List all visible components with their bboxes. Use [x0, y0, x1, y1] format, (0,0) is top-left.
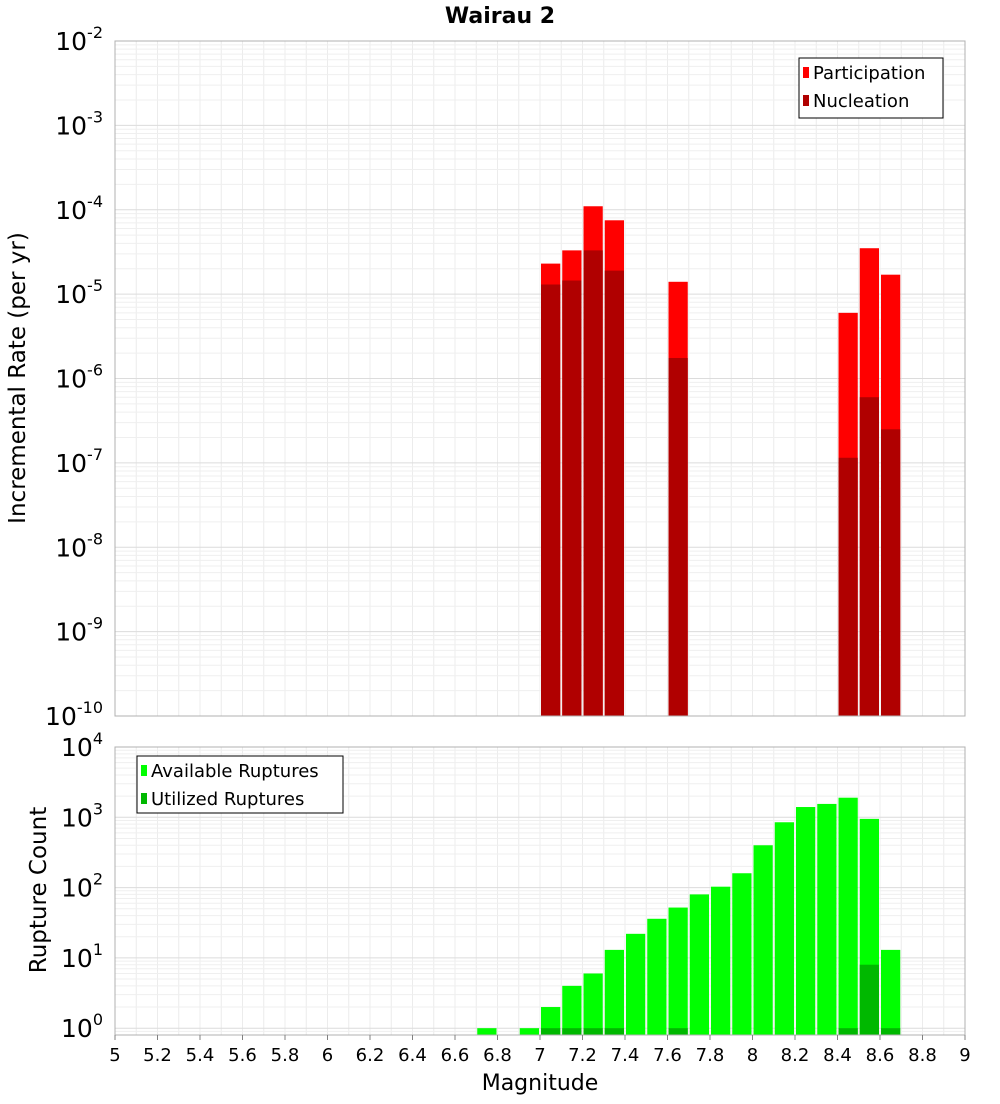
x-tick-label: 9 — [959, 1045, 970, 1066]
bar — [477, 1028, 497, 1035]
y-tick-label: 101 — [61, 940, 103, 973]
bar — [583, 250, 603, 717]
y-tick-label: 10-2 — [55, 23, 103, 56]
x-tick-label: 5.2 — [143, 1045, 172, 1066]
y-tick-labels: 10-10 10-9 10-8 10-7 10-6 10-5 10-4 10-3 10-2 — [45, 23, 103, 731]
legend-box — [136, 755, 344, 814]
bar — [817, 803, 837, 1035]
y-tick-label: 10-4 — [55, 192, 103, 225]
bar — [562, 985, 582, 1035]
y-tick-label: 103 — [61, 799, 103, 832]
magnitude-axis-label: Magnitude — [482, 1071, 599, 1096]
bar — [562, 280, 582, 716]
bar — [838, 1028, 858, 1035]
y-tick-label: 10-8 — [55, 529, 103, 562]
bar — [626, 933, 646, 1035]
legend-swatch — [803, 67, 809, 78]
y-tick-label: 102 — [61, 870, 103, 903]
bar — [689, 894, 709, 1035]
rate-panel: 10-10 10-9 10-8 10-7 10-6 10-5 10-4 10-3 10-2 Par… — [45, 23, 966, 731]
y-tick-labels: 100 101 102 103 104 — [61, 729, 103, 1043]
x-tick-label: 8.2 — [781, 1045, 810, 1066]
x-tick-label: 7 — [534, 1045, 545, 1066]
legend: Available Ruptures Utilized Ruptures — [136, 755, 344, 814]
legend-box — [798, 57, 944, 119]
bar — [583, 973, 603, 1035]
bar — [881, 429, 901, 716]
legend-label: Utilized Ruptures — [151, 789, 304, 810]
x-tick-label: 5 — [109, 1045, 120, 1066]
legend-swatch — [141, 793, 147, 804]
legend: Participation Nucleation — [798, 57, 944, 119]
x-tick-label: 6 — [322, 1045, 333, 1066]
bar — [541, 1028, 561, 1035]
bar — [838, 797, 858, 1035]
y-tick-label: 10-6 — [55, 361, 103, 394]
bar — [668, 1028, 688, 1035]
x-tick-label: 6.8 — [483, 1045, 512, 1066]
y-tick-label: 10-10 — [45, 698, 103, 731]
bar — [838, 457, 858, 716]
plot-frame — [114, 40, 966, 717]
bar — [881, 949, 901, 1035]
x-tick-label: 7.2 — [568, 1045, 597, 1066]
x-tick-label: 8.6 — [866, 1045, 895, 1066]
x-tick-label: 5.4 — [186, 1045, 215, 1066]
y-tick-label: 10-3 — [55, 107, 103, 140]
bar — [859, 964, 879, 1035]
y-tick-label: 10-9 — [55, 614, 103, 647]
legend-swatch — [803, 95, 809, 106]
x-tick-label: 6.6 — [441, 1045, 470, 1066]
legend-label: Nucleation — [813, 91, 909, 112]
series-available-ruptures — [477, 797, 901, 1035]
legend-label: Available Ruptures — [151, 761, 319, 782]
rate-axis-label: Incremental Rate (per yr) — [5, 232, 31, 524]
bar — [541, 1007, 561, 1035]
legend-label: Participation — [813, 63, 925, 84]
bar — [604, 1028, 624, 1035]
count-panel: 100 101 102 103 104 5 5.2 5.4 5.6 5.8 6 6.2 6.4 6.6 6.… — [61, 729, 971, 1066]
count-axis-label: Rupture Count — [26, 807, 52, 973]
x-tick-label: 6.2 — [356, 1045, 385, 1066]
legend-swatch — [141, 765, 147, 776]
bar — [604, 949, 624, 1035]
bar — [519, 1028, 539, 1035]
x-tick-label: 8.4 — [823, 1045, 852, 1066]
bar — [881, 1028, 901, 1035]
x-tick-label: 5.6 — [228, 1045, 257, 1066]
x-tick-label: 7.6 — [653, 1045, 682, 1066]
bar — [562, 1028, 582, 1035]
bar — [668, 907, 688, 1035]
series-nucleation — [541, 250, 901, 717]
y-tick-label: 100 — [61, 1010, 103, 1043]
bar — [583, 1028, 603, 1035]
bar — [647, 918, 667, 1035]
y-tick-label: 10-5 — [55, 276, 103, 309]
x-tick-label: 6.4 — [398, 1045, 427, 1066]
x-tick-label: 8.8 — [908, 1045, 937, 1066]
y-tick-label: 104 — [61, 729, 103, 762]
y-tick-label: 10-7 — [55, 445, 103, 478]
x-tick-label: 5.8 — [271, 1045, 300, 1066]
bar — [796, 807, 816, 1035]
bar — [732, 873, 752, 1035]
bar — [668, 357, 688, 716]
x-tick-label: 7.8 — [696, 1045, 725, 1066]
bar — [711, 886, 731, 1035]
x-tick-label: 8 — [747, 1045, 758, 1066]
x-tick-labels: 5 5.2 5.4 5.6 5.8 6 6.2 6.4 6.6 6.8 7 7.2 7.4 7.6 7.8 8… — [109, 1035, 971, 1066]
bar — [541, 284, 561, 716]
bar — [859, 397, 879, 716]
bar — [753, 845, 773, 1035]
x-tick-label: 7.4 — [611, 1045, 640, 1066]
bar — [774, 822, 794, 1035]
bar — [604, 270, 624, 716]
chart-title: Wairau 2 — [445, 4, 555, 29]
series-utilized-ruptures — [541, 964, 901, 1035]
